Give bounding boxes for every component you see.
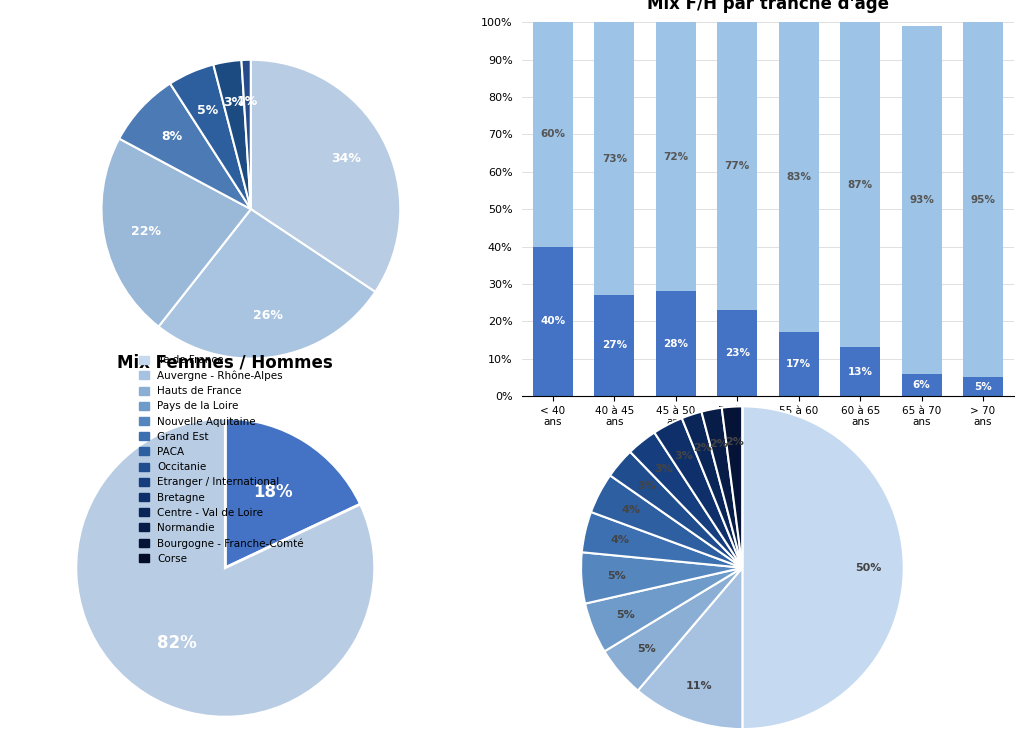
Wedge shape: [581, 552, 742, 604]
Legend: Ile de France, Auvergne - Rhône-Alpes, Hauts de France, Pays de la Loire, Nouvel: Ile de France, Auvergne - Rhône-Alpes, H…: [134, 351, 308, 568]
Text: 6%: 6%: [912, 379, 931, 390]
Bar: [963, 22, 1004, 377]
Bar: [840, 22, 881, 347]
Wedge shape: [654, 418, 742, 568]
Bar: [717, 310, 758, 396]
Text: 18%: 18%: [254, 483, 293, 501]
Text: 82%: 82%: [158, 634, 198, 652]
Text: 5%: 5%: [974, 382, 992, 391]
Wedge shape: [638, 568, 742, 729]
Text: 87%: 87%: [848, 180, 872, 190]
Wedge shape: [101, 139, 251, 326]
Bar: [902, 26, 942, 373]
Text: 1%: 1%: [237, 95, 258, 108]
Text: 3%: 3%: [654, 465, 674, 474]
Text: 23%: 23%: [725, 348, 750, 358]
Wedge shape: [159, 209, 375, 359]
Text: 40%: 40%: [541, 316, 565, 326]
Bar: [902, 374, 942, 396]
Text: 72%: 72%: [664, 152, 688, 162]
Text: 27%: 27%: [602, 341, 627, 350]
Wedge shape: [225, 418, 360, 568]
Text: 4%: 4%: [610, 535, 629, 545]
Text: 73%: 73%: [602, 154, 627, 164]
Wedge shape: [582, 512, 742, 568]
Bar: [594, 295, 635, 396]
Bar: [717, 22, 758, 310]
Bar: [778, 22, 819, 332]
Text: 5%: 5%: [607, 571, 627, 580]
Text: 60%: 60%: [541, 129, 565, 140]
Wedge shape: [251, 60, 400, 292]
Bar: [840, 347, 881, 396]
Bar: [963, 377, 1004, 396]
Text: 8%: 8%: [162, 130, 182, 143]
Text: 2%: 2%: [693, 443, 712, 453]
Text: 93%: 93%: [909, 195, 934, 205]
Wedge shape: [170, 64, 251, 209]
Text: 11%: 11%: [686, 681, 713, 691]
Wedge shape: [242, 60, 251, 209]
Wedge shape: [591, 475, 742, 568]
Text: 34%: 34%: [331, 152, 360, 165]
Text: 2%: 2%: [725, 437, 743, 447]
Bar: [656, 291, 696, 396]
Text: 95%: 95%: [971, 195, 995, 205]
Text: 13%: 13%: [848, 367, 872, 376]
Wedge shape: [119, 84, 251, 209]
Wedge shape: [585, 568, 742, 651]
Text: 22%: 22%: [131, 225, 161, 238]
Text: 3%: 3%: [223, 96, 245, 110]
Title: Mix F/H par tranche d'age: Mix F/H par tranche d'age: [647, 0, 889, 13]
Text: 4%: 4%: [622, 504, 640, 515]
Text: 3%: 3%: [637, 481, 656, 491]
Text: 50%: 50%: [855, 562, 882, 573]
Text: 3%: 3%: [675, 451, 693, 461]
Legend: Femme, Homme: Femme, Homme: [680, 479, 856, 502]
Text: 28%: 28%: [664, 338, 688, 349]
Bar: [656, 22, 696, 291]
Text: 77%: 77%: [725, 161, 750, 171]
Wedge shape: [610, 452, 742, 568]
Wedge shape: [213, 60, 251, 209]
Text: 17%: 17%: [786, 359, 811, 369]
Text: 5%: 5%: [198, 104, 218, 117]
Wedge shape: [701, 408, 742, 568]
Wedge shape: [630, 433, 742, 568]
Title: Mix Femmes / Hommes: Mix Femmes / Hommes: [118, 353, 333, 371]
Wedge shape: [604, 568, 742, 690]
Bar: [534, 22, 573, 247]
Wedge shape: [722, 406, 742, 568]
Text: 2%: 2%: [709, 439, 728, 449]
Text: 5%: 5%: [616, 610, 635, 620]
Bar: [534, 247, 573, 396]
Text: 26%: 26%: [253, 309, 283, 322]
Text: 83%: 83%: [786, 173, 811, 182]
Text: 5%: 5%: [637, 645, 656, 654]
Wedge shape: [76, 418, 375, 717]
Wedge shape: [742, 406, 904, 729]
Bar: [778, 332, 819, 396]
Wedge shape: [682, 412, 742, 568]
Bar: [594, 22, 635, 295]
